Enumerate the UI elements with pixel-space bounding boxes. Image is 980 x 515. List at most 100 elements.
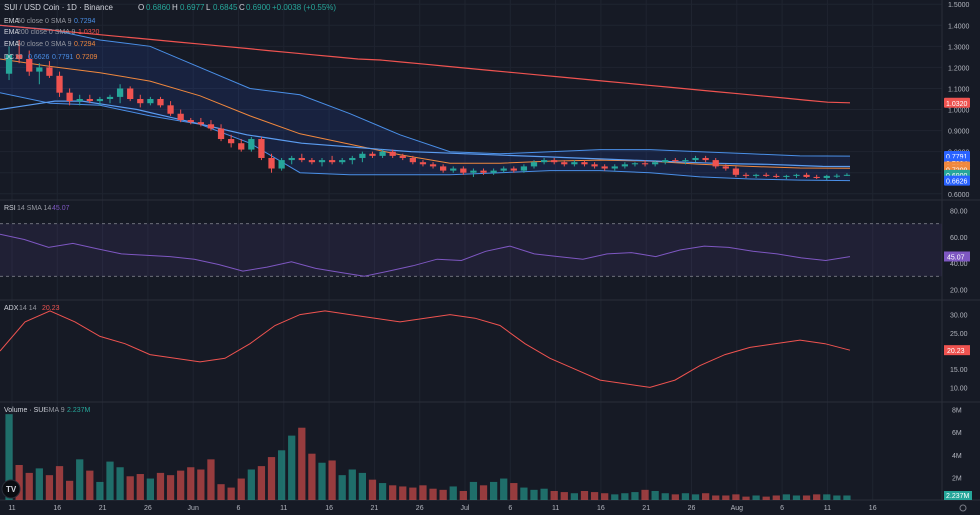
candle xyxy=(450,166,457,173)
candle-body xyxy=(147,99,154,104)
candle-body xyxy=(96,99,104,102)
candle-body xyxy=(611,166,618,169)
legend-ema50[interactable]: EMA 50 close 0 SMA 9 0.7294 xyxy=(4,18,96,25)
legend-adx[interactable]: ADX 14 14 20.23 xyxy=(4,305,60,312)
legend-rsi[interactable]: RSI 14 SMA 14 45.07 xyxy=(4,205,70,212)
legend-dc-name: DC xyxy=(4,54,14,61)
candle xyxy=(56,71,63,97)
volume-badge: 2.237M xyxy=(944,491,972,500)
legend-ema50b-params: 50 close 0 SMA 9 xyxy=(17,41,72,48)
volume-bar xyxy=(681,493,690,500)
price-tick-label: 1.2000 xyxy=(948,65,970,72)
symbol-title: SUI / USD Coin · 1D · Binance xyxy=(4,3,113,12)
candle xyxy=(823,174,830,181)
candle xyxy=(470,168,477,177)
legend-rsi-params: 14 SMA 14 xyxy=(17,205,51,212)
candle xyxy=(177,109,184,123)
time-tick-label: Aug xyxy=(731,505,744,512)
candle-body xyxy=(399,155,406,158)
time-axis: 11 16 21 26 Jun 6 11 16 21 26 Jul 6 11 16 21 26 Aug 6 11 16 xyxy=(8,505,876,512)
volume-bar xyxy=(166,475,175,500)
candle-body xyxy=(843,174,851,176)
rsi-tick-label: 40.00 xyxy=(950,261,968,268)
legend-ema200-name: EMA xyxy=(4,29,20,36)
settings-gear-icon[interactable] xyxy=(959,504,967,512)
candle-body xyxy=(389,151,396,156)
volume-bar xyxy=(469,481,478,500)
candle-body xyxy=(833,175,840,177)
candle xyxy=(5,46,13,81)
candle xyxy=(409,155,416,165)
candle-body xyxy=(813,176,820,178)
volume-bar xyxy=(671,494,679,500)
volume-bar xyxy=(813,494,821,500)
candle xyxy=(46,61,53,78)
candle-body xyxy=(36,67,43,72)
time-tick-label: 11 xyxy=(8,505,15,512)
volume-bar xyxy=(257,466,266,500)
legend-volume[interactable]: Volume · SUI SMA 9 2.237M xyxy=(4,407,91,414)
ohlc-o: 0.6860 xyxy=(146,3,171,12)
legend-ema50b[interactable]: EMA 50 close 0 SMA 9 0.7294 xyxy=(4,41,96,48)
candle xyxy=(843,173,851,176)
candle xyxy=(652,160,659,167)
volume-bar xyxy=(833,495,841,500)
candle-body xyxy=(56,75,63,93)
legend-dc[interactable]: DC 20 0.6626 0.7791 0.7209 xyxy=(4,54,98,61)
candle xyxy=(76,94,83,106)
price-tick-label: 0.6000 xyxy=(948,192,970,199)
volume-bar xyxy=(802,495,811,500)
candle-body xyxy=(137,99,144,104)
legend-adx-params: 14 14 xyxy=(19,305,37,312)
candle-body xyxy=(631,163,639,165)
candle-body xyxy=(217,128,225,140)
time-tick-label: 16 xyxy=(597,505,605,512)
price-tick-label: 1.3000 xyxy=(948,44,970,51)
volume-bar xyxy=(429,488,437,500)
legend-ema200[interactable]: EMA 200 close 0 SMA 9 1.0320 xyxy=(4,29,100,36)
candle-body xyxy=(86,99,93,102)
time-tick-label: 21 xyxy=(371,505,379,512)
time-tick-label: 16 xyxy=(869,505,877,512)
time-tick-label: 26 xyxy=(144,505,152,512)
candle-body xyxy=(823,175,830,178)
volume-bar xyxy=(146,478,155,500)
ohlc-l-label: L xyxy=(206,3,211,12)
volume-tick-label: 6M xyxy=(952,430,962,437)
candle xyxy=(591,162,598,169)
rsi-band xyxy=(0,223,942,277)
volume-bar xyxy=(156,472,165,500)
volume-bar xyxy=(126,476,134,500)
candle xyxy=(530,160,538,169)
time-tick-label: 26 xyxy=(688,505,696,512)
candle-body xyxy=(228,139,235,144)
candle xyxy=(692,155,699,163)
price-tick-label: 0.9000 xyxy=(948,129,970,136)
volume-bar xyxy=(419,485,427,500)
candle-body xyxy=(672,160,679,162)
candle-body xyxy=(601,166,608,169)
rsi-pane: 80.00 60.00 40.00 20.00 45.07 xyxy=(0,209,970,294)
volume-bar xyxy=(550,490,558,500)
volume-bar xyxy=(601,493,609,500)
candle-body xyxy=(692,157,699,161)
candle xyxy=(621,162,628,169)
price-badge-text: 1.0320 xyxy=(946,101,968,108)
volume-bar xyxy=(459,490,467,500)
candle-body xyxy=(662,160,669,163)
candle-body xyxy=(46,67,53,76)
candle xyxy=(641,160,649,167)
legend-adx-name: ADX xyxy=(4,305,19,312)
tradingview-logo[interactable]: TV xyxy=(1,479,21,499)
candle-body xyxy=(419,162,427,165)
candle-body xyxy=(369,153,376,156)
volume-bar xyxy=(378,483,387,500)
candle xyxy=(783,174,790,180)
candle-body xyxy=(500,168,507,171)
indicator-lines xyxy=(0,24,851,168)
candle xyxy=(833,173,840,178)
volume-bar xyxy=(449,486,457,500)
candle-body xyxy=(177,113,184,121)
volume-bar xyxy=(368,479,377,500)
